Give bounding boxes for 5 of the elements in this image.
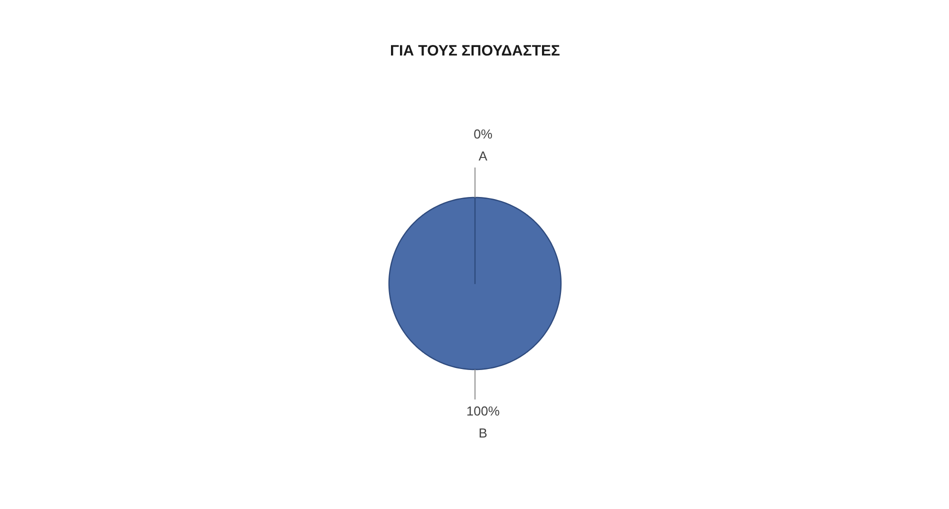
text: 0% [474, 126, 492, 142]
data-label: 100% [466, 404, 500, 418]
slice-label: B [478, 426, 488, 440]
chart-title: ΓΙΑ ΤΟΥΣ ΣΠΟΥΔΑΣΤΕΣ [390, 42, 560, 60]
category-label: A [478, 148, 488, 164]
